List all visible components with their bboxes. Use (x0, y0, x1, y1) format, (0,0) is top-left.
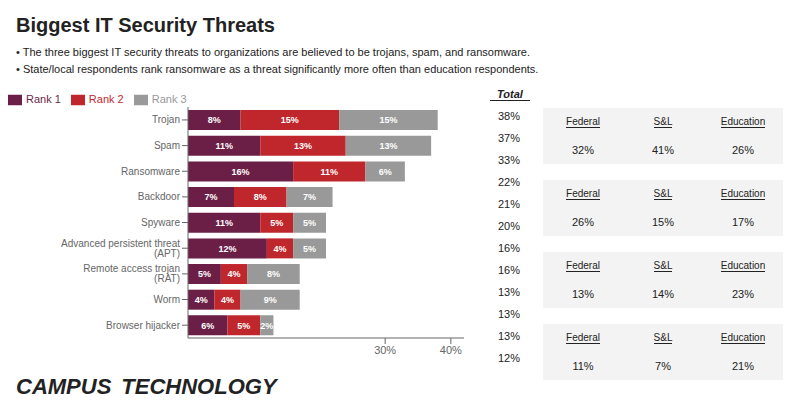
svg-text:40%: 40% (440, 344, 462, 356)
svg-text:Trojan: Trojan (152, 114, 180, 125)
svg-text:4%: 4% (273, 244, 286, 254)
html-text:Education: Education (720, 116, 766, 128)
html-text:Rank 1: Rank 1 (26, 93, 61, 105)
svg-text:6%: 6% (201, 321, 214, 331)
svg-text:Ransomware: Ransomware (121, 166, 180, 177)
svg-text:12%: 12% (218, 244, 236, 254)
html-text:7%: 7% (655, 359, 671, 372)
svg-text:4%: 4% (221, 295, 234, 305)
html-text:CAMPUS: CAMPUS (16, 374, 112, 399)
html-text:26%: 26% (572, 215, 594, 228)
html-text:12%: 12% (498, 352, 520, 364)
svg-text:Worm: Worm (154, 294, 180, 305)
html-text:S&L: S&L (653, 332, 673, 344)
svg-text:30%: 30% (374, 344, 396, 356)
html-text:16%: 16% (498, 242, 520, 254)
svg-text:5%: 5% (270, 218, 283, 228)
svg-text:4%: 4% (195, 295, 208, 305)
html-text:S&L: S&L (653, 260, 673, 272)
svg-text:11%: 11% (215, 141, 233, 151)
html-text:Biggest IT Security Threats: Biggest IT Security Threats (16, 14, 275, 36)
svg-text:7%: 7% (204, 192, 217, 202)
html-text:• The three biggest IT securit: • The three biggest IT security threats … (16, 46, 530, 58)
svg-text:5%: 5% (303, 218, 316, 228)
html-text:Rank 3: Rank 3 (151, 93, 187, 105)
html-text:13%: 13% (498, 286, 520, 298)
html-text:Total: Total (497, 88, 523, 100)
svg-text:6%: 6% (379, 167, 392, 177)
html-text:21%: 21% (732, 359, 754, 372)
svg-text:Spyware: Spyware (141, 217, 180, 228)
html-text:Federal: Federal (566, 116, 600, 128)
html-text:S&L: S&L (653, 188, 673, 200)
html-text:13%: 13% (498, 330, 520, 342)
html-text:Federal: Federal (566, 260, 600, 272)
svg-text:8%: 8% (208, 115, 221, 125)
svg-text:11%: 11% (215, 218, 233, 228)
html-text:15%: 15% (652, 215, 674, 228)
svg-text:5%: 5% (237, 321, 250, 331)
html-text:16%: 16% (498, 264, 520, 276)
html-text:Education: Education (720, 188, 766, 200)
html-text:13%: 13% (498, 308, 520, 320)
html-text:Education: Education (720, 260, 766, 272)
html-text:14%: 14% (652, 287, 674, 300)
svg-text:8%: 8% (267, 269, 280, 279)
html-text:S&L: S&L (653, 116, 673, 128)
html-text:38%: 38% (498, 110, 520, 122)
svg-text:8%: 8% (254, 192, 267, 202)
svg-text:7%: 7% (303, 192, 316, 202)
svg-text:2%: 2% (260, 321, 273, 331)
svg-text:11%: 11% (321, 167, 339, 177)
html-text:26%: 26% (732, 143, 754, 156)
svg-text:Advanced persistent threat(APT: Advanced persistent threat(APT) (61, 238, 180, 259)
html-text:Education: Education (720, 332, 766, 344)
svg-text:15%: 15% (281, 115, 299, 125)
html-text:22%: 22% (498, 176, 520, 188)
svg-text:5%: 5% (303, 244, 316, 254)
html-text:23%: 23% (732, 287, 754, 300)
svg-text:5%: 5% (198, 269, 211, 279)
html-text:Federal: Federal (566, 188, 600, 200)
svg-text:Spam: Spam (154, 140, 180, 151)
svg-text:13%: 13% (379, 141, 397, 151)
html-text:13%: 13% (572, 287, 594, 300)
svg-text:Remote access trojan(RAT): Remote access trojan(RAT) (83, 263, 180, 284)
html-text:32%: 32% (572, 143, 594, 156)
html-text:Rank 2: Rank 2 (88, 93, 124, 105)
html-text:Federal: Federal (566, 332, 600, 344)
html-text:17%: 17% (732, 215, 754, 228)
svg-text:13%: 13% (294, 141, 312, 151)
html-text:21%: 21% (498, 198, 520, 210)
svg-text:Backdoor: Backdoor (138, 191, 181, 202)
html-text:33%: 33% (498, 154, 520, 166)
html-text:20%: 20% (498, 220, 520, 232)
svg-text:15%: 15% (379, 115, 397, 125)
html-text:• State/local respondents rank: • State/local respondents rank ransomwar… (16, 63, 539, 75)
svg-text:4%: 4% (227, 269, 240, 279)
html-text:37%: 37% (498, 132, 520, 144)
svg-text:9%: 9% (264, 295, 277, 305)
html-text:41%: 41% (652, 143, 674, 156)
svg-text:Browser hijacker: Browser hijacker (106, 320, 181, 331)
html-text:11%: 11% (572, 359, 594, 372)
svg-text:16%: 16% (232, 167, 250, 177)
html-text:TECHNOLOGY: TECHNOLOGY (121, 374, 277, 399)
